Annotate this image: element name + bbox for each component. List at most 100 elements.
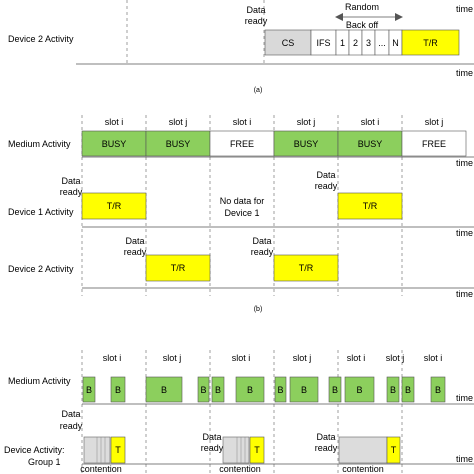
panel-c: slot i slot j slot i slot j slot i slot … (4, 350, 474, 474)
slot-label: slot j (386, 353, 405, 363)
group-transmit (110, 436, 126, 464)
backoff-cell-label: 3 (366, 38, 371, 48)
group-transmit (386, 436, 401, 464)
time-label: time (456, 4, 473, 14)
medium-b-cell (386, 376, 400, 403)
slot-label: slot i (361, 117, 380, 127)
group-transmit (249, 436, 265, 464)
medium-b-label: B (86, 385, 92, 395)
data-ready-label: ready (245, 16, 268, 26)
device1-transmit (337, 192, 403, 220)
data-ready-label: Data (61, 409, 80, 419)
device2-transmit (273, 254, 339, 282)
time-label: time (456, 289, 473, 299)
data-ready-label: ready (60, 187, 83, 197)
medium-b-cell (430, 376, 446, 403)
random-backoff-label: Back off (346, 20, 379, 30)
ifs-cell (310, 29, 337, 56)
slot-label: slot i (105, 117, 124, 127)
medium-b-label: B (332, 385, 338, 395)
medium-busy-cell (81, 130, 147, 157)
transmit-cell (401, 29, 460, 56)
medium-b-label: B (301, 385, 307, 395)
data-ready-label: ready (251, 247, 274, 257)
medium-cell-label: FREE (422, 139, 446, 149)
medium-b-label: B (115, 385, 121, 395)
time-label: time (456, 228, 473, 238)
medium-b-cell (110, 376, 126, 403)
time-label: time (456, 393, 473, 403)
row-label-device2: Device 2 Activity (8, 264, 74, 274)
medium-cell-label: BUSY (166, 139, 191, 149)
data-ready-label: Data (316, 170, 335, 180)
medium-free-cell (209, 130, 275, 157)
medium-b-cell (82, 376, 96, 403)
no-data-label: Device 1 (224, 208, 259, 218)
row-label-medium: Medium Activity (8, 376, 71, 386)
slot-label: slot i (424, 353, 443, 363)
medium-b-cell (328, 376, 342, 403)
caption-b: (b) (254, 306, 263, 313)
medium-free-cell (401, 130, 467, 157)
data-ready-label: Data (61, 176, 80, 186)
medium-busy-cell (145, 130, 211, 157)
slot-label: slot i (233, 117, 252, 127)
transmit-label: T (391, 445, 397, 455)
transmit-label: T/R (299, 263, 314, 273)
slot-label: slot j (425, 117, 444, 127)
device1-transmit (81, 192, 147, 220)
slot-label: slot i (347, 353, 366, 363)
medium-b-label: B (161, 385, 167, 395)
row-label-device1: Device 1 Activity (8, 207, 74, 217)
time-label: time (456, 68, 473, 78)
data-ready-label: Data (316, 432, 335, 442)
row-label-medium: Medium Activity (8, 139, 71, 149)
data-ready-label: ready (60, 421, 83, 431)
data-ready-label: Data (202, 432, 221, 442)
medium-cell-label: FREE (230, 139, 254, 149)
medium-b-cell (235, 376, 265, 403)
data-ready-label: Data (125, 236, 144, 246)
no-data-label: No data for (220, 196, 265, 206)
data-ready-label: ready (315, 181, 338, 191)
caption-a: (a) (254, 87, 263, 94)
contention-label: contention (342, 464, 384, 474)
data-ready-label: Data (246, 5, 265, 15)
medium-b-label: B (405, 385, 411, 395)
medium-b-label: B (200, 385, 206, 395)
slot-label: slot i (103, 353, 122, 363)
backoff-cell-label: ... (378, 38, 386, 48)
data-ready-label: Data (252, 236, 271, 246)
transmit-label: T/R (171, 263, 186, 273)
cs-cell-label: CS (282, 38, 295, 48)
backoff-cell-label: N (392, 38, 399, 48)
medium-b-cell (197, 376, 210, 403)
medium-b-cell (401, 376, 415, 403)
device2-transmit (145, 254, 211, 282)
contention-block (338, 436, 388, 464)
transmit-label: T (254, 445, 260, 455)
row-label-group: Group 1 (28, 457, 61, 467)
medium-b-cell (289, 376, 319, 403)
data-ready-label: ready (201, 443, 224, 453)
contention-label: contention (219, 464, 261, 474)
medium-cell-label: BUSY (294, 139, 319, 149)
slot-label: slot j (293, 353, 312, 363)
data-ready-label: ready (315, 443, 338, 453)
medium-b-label: B (277, 385, 283, 395)
transmit-label: T/R (107, 201, 122, 211)
medium-b-label: B (215, 385, 221, 395)
medium-cell-label: BUSY (102, 139, 127, 149)
transmit-label: T (115, 445, 121, 455)
slot-label: slot i (232, 353, 251, 363)
panel-a: Device 2 Activity Data ready Random Back… (8, 0, 474, 94)
medium-b-cell (274, 376, 287, 403)
medium-cell-label: BUSY (358, 139, 383, 149)
data-ready-label: ready (124, 247, 147, 257)
contention-label: contention (80, 464, 122, 474)
backoff-cell-label: 1 (340, 38, 345, 48)
contention-block (222, 436, 250, 464)
row-label-device2: Device 2 Activity (8, 34, 74, 44)
medium-busy-cell (337, 130, 403, 157)
